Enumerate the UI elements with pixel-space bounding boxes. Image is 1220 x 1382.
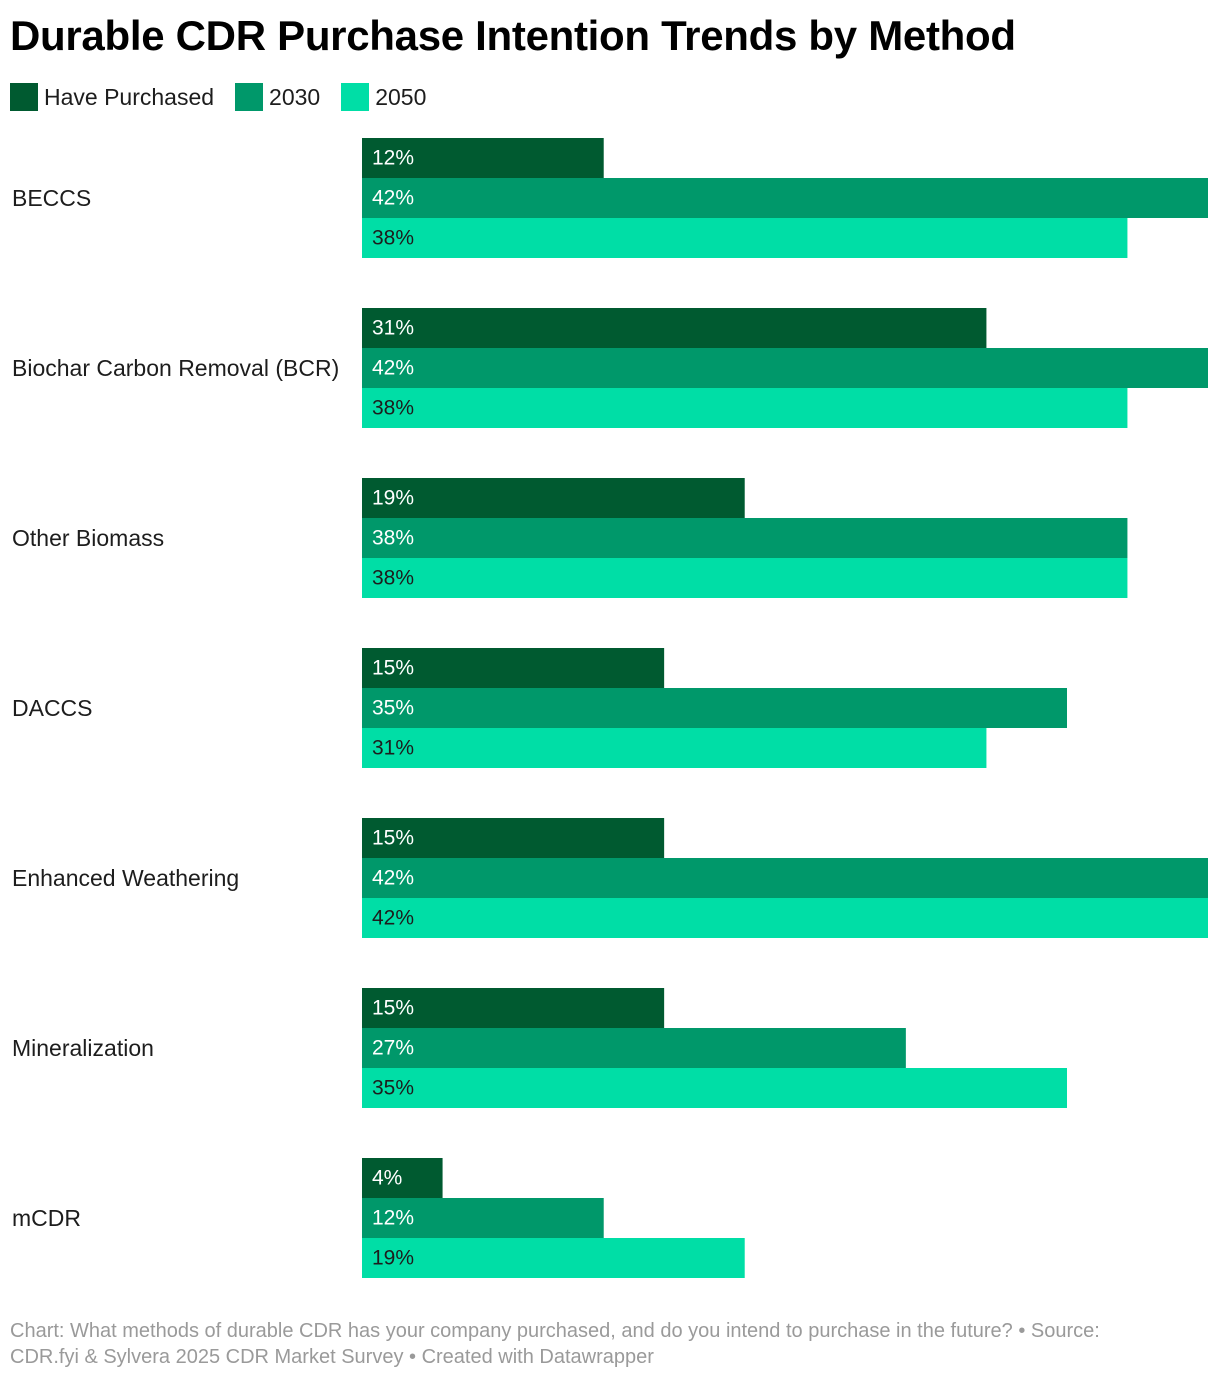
bar-beccs-2030 — [362, 178, 1208, 218]
value-label-mineralization-2050: 35% — [372, 1077, 414, 1100]
bar-enhanced-weathering-have-purchased — [362, 818, 665, 858]
value-label-mcdr-2050: 19% — [372, 1247, 414, 1270]
bar-daccs-2030 — [362, 688, 1067, 728]
value-label-mineralization-2030: 27% — [372, 1037, 414, 1060]
value-label-mcdr-have-purchased: 4% — [372, 1167, 402, 1190]
category-label-daccs: DACCS — [12, 695, 93, 721]
value-label-biochar-carbon-removal-bcr-2030: 42% — [372, 357, 414, 380]
legend-label-2030: 2030 — [269, 83, 321, 110]
bar-other-biomass-have-purchased — [362, 478, 745, 518]
value-label-mcdr-2030: 12% — [372, 1207, 414, 1230]
bar-daccs-have-purchased — [362, 648, 665, 688]
value-label-daccs-2030: 35% — [372, 697, 414, 720]
bar-enhanced-weathering-2030 — [362, 858, 1208, 898]
value-label-enhanced-weathering-2050: 42% — [372, 907, 414, 930]
bar-chart: BECCS 12% 42% 38% Biochar Carbon Removal (BC… — [12, 138, 1208, 1278]
bar-mineralization-2050 — [362, 1068, 1067, 1108]
legend: Have Purchased 2030 2050 — [10, 82, 447, 112]
value-label-biochar-carbon-removal-bcr-have-purchased: 31% — [372, 317, 414, 340]
value-label-beccs-2030: 42% — [372, 187, 414, 210]
bar-mcdr-2030 — [362, 1198, 604, 1238]
value-label-beccs-2050: 38% — [372, 227, 414, 250]
legend-item-have-purchased: Have Purchased — [10, 83, 214, 111]
value-label-enhanced-weathering-2030: 42% — [372, 867, 414, 890]
value-label-other-biomass-2050: 38% — [372, 567, 414, 590]
legend-swatch-have-purchased — [10, 83, 38, 111]
value-label-mineralization-have-purchased: 15% — [372, 997, 414, 1020]
bar-mcdr-have-purchased — [362, 1158, 443, 1198]
legend-swatch-2050 — [341, 83, 370, 111]
bar-beccs-2050 — [362, 218, 1128, 258]
bar-daccs-2050 — [362, 728, 987, 768]
category-label-enhanced-weathering: Enhanced Weathering — [12, 865, 239, 891]
bar-biochar-carbon-removal-bcr-2030 — [362, 348, 1208, 388]
chart-footer: Chart: What methods of durable CDR has y… — [10, 1318, 1210, 1370]
category-label-mcdr: mCDR — [12, 1205, 81, 1231]
value-label-daccs-2050: 31% — [372, 737, 414, 760]
bar-biochar-carbon-removal-bcr-have-purchased — [362, 308, 987, 348]
bar-other-biomass-2050 — [362, 558, 1128, 598]
bar-mineralization-2030 — [362, 1028, 906, 1068]
bar-enhanced-weathering-2050 — [362, 898, 1208, 938]
value-label-beccs-have-purchased: 12% — [372, 147, 414, 170]
bar-biochar-carbon-removal-bcr-2050 — [362, 388, 1128, 428]
category-label-biochar-carbon-removal-bcr: Biochar Carbon Removal (BCR) — [12, 355, 339, 381]
category-label-mineralization: Mineralization — [12, 1035, 154, 1061]
bar-beccs-have-purchased — [362, 138, 604, 178]
category-label-other-biomass: Other Biomass — [12, 525, 164, 551]
legend-item-2030: 2030 — [235, 83, 320, 111]
category-label-beccs: BECCS — [12, 185, 91, 211]
value-label-daccs-have-purchased: 15% — [372, 657, 414, 680]
legend-item-2050: 2050 — [341, 83, 426, 111]
value-label-biochar-carbon-removal-bcr-2050: 38% — [372, 397, 414, 420]
footer-line-2: CDR.fyi & Sylvera 2025 CDR Market Survey… — [10, 1346, 654, 1368]
footer-line-1: Chart: What methods of durable CDR has y… — [10, 1320, 1100, 1342]
bar-mcdr-2050 — [362, 1238, 745, 1278]
legend-label-have-purchased: Have Purchased — [44, 83, 215, 110]
value-label-other-biomass-2030: 38% — [372, 527, 414, 550]
chart-title: Durable CDR Purchase Intention Trends by… — [10, 12, 1016, 59]
value-label-other-biomass-have-purchased: 19% — [372, 487, 414, 510]
value-label-enhanced-weathering-have-purchased: 15% — [372, 827, 414, 850]
legend-label-2050: 2050 — [375, 83, 427, 110]
bar-other-biomass-2030 — [362, 518, 1128, 558]
legend-swatch-2030 — [235, 83, 264, 111]
bar-mineralization-have-purchased — [362, 988, 665, 1028]
